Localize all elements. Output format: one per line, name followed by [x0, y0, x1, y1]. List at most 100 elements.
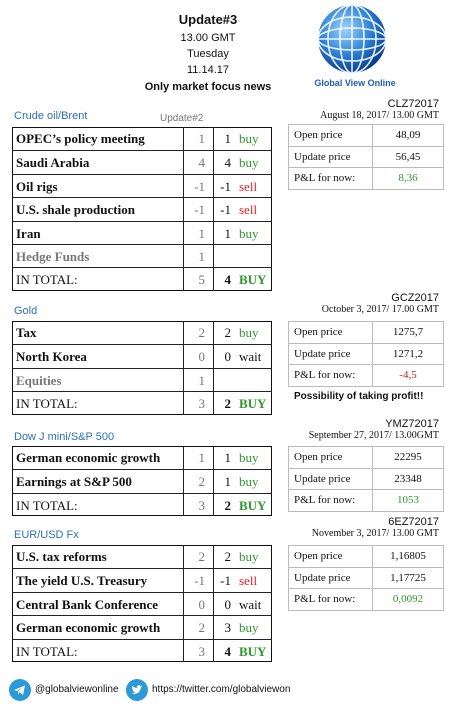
table-frame [12, 127, 272, 291]
prev-score: -1 [183, 568, 213, 592]
table-frame [12, 545, 272, 662]
signal: BUY [235, 638, 272, 662]
now-score: 1 [213, 469, 235, 493]
price-value: 22295 [372, 446, 444, 469]
row-name: North Korea [12, 344, 183, 367]
signal: BUY [235, 492, 272, 516]
now-score: 4 [213, 267, 235, 291]
twitter-url: https://twitter.com/globalviewon [152, 684, 291, 695]
row-name: Hedge Funds [12, 244, 183, 267]
price-value: 8,36 [372, 167, 444, 190]
section-note: Update#2 [160, 113, 204, 124]
timestamp: September 27, 2017/ 13.00GMT [308, 430, 439, 441]
prev-score: 1 [183, 367, 213, 392]
title: Update#3 [178, 12, 238, 27]
signal: buy [239, 549, 259, 564]
row-name: U.S. tax reforms [16, 549, 107, 564]
now-score: 0 [213, 344, 235, 368]
tagline: Only market focus news [144, 81, 272, 93]
row-name: German economic growth [16, 450, 161, 465]
prev-score: -1 [183, 173, 213, 198]
price-label: Update price [288, 566, 373, 589]
day: Tuesday [187, 48, 229, 60]
signal: wait [235, 591, 272, 615]
signal: sell [235, 568, 272, 591]
row-name: The yield U.S. Treasury [12, 568, 183, 591]
price-label: Open price [288, 124, 373, 147]
now-score: 0 [213, 591, 235, 616]
price-label: Open price [288, 321, 373, 344]
signal: buy [235, 150, 272, 173]
price-value: 1,16805 [372, 545, 444, 568]
prev-score: 3 [183, 492, 213, 517]
prev-score: 0 [183, 344, 213, 368]
signal: sell [235, 197, 272, 220]
section-name: Gold [14, 305, 38, 317]
logo-globe [317, 4, 387, 74]
signal: buy [235, 469, 272, 492]
prev-score: 2 [183, 321, 213, 345]
signal: buy [235, 220, 272, 244]
prev-score: 2 [183, 615, 213, 639]
row-name: IN TOTAL: [12, 638, 183, 662]
price-value: 48,09 [372, 124, 444, 147]
price-label: Open price [288, 545, 373, 568]
now-score: 4 [213, 150, 235, 174]
price-value: 0,0092 [372, 588, 444, 611]
prev-score: 2 [183, 545, 213, 569]
price-value: 1053 [372, 489, 444, 512]
price-label: P&L for now: [288, 588, 373, 611]
prev-score: -1 [183, 197, 213, 221]
logo-text: Global View Online [314, 78, 396, 88]
now-score: 2 [213, 321, 235, 345]
row-name: U.S. shale production [12, 197, 183, 220]
date: 11.14.17 [186, 64, 229, 76]
row-name: IN TOTAL: [12, 492, 183, 516]
price-label: P&L for now: [288, 364, 373, 387]
row-name: Oil rigs [12, 173, 183, 197]
now-score: 3 [213, 615, 235, 639]
signal: buy [239, 450, 259, 465]
now-score: -1 [213, 173, 235, 198]
signal: sell [235, 173, 272, 197]
timestamp: August 18, 2017/ 13.00 GMT [320, 110, 439, 121]
row-name: Saudi Arabia [12, 150, 183, 173]
price-value: 1275,7 [372, 321, 444, 344]
section-name: Dow J mini/S&P 500 [14, 431, 115, 443]
prev-score: 3 [183, 391, 213, 415]
row-name: IN TOTAL: [12, 267, 183, 290]
price-label: Update price [288, 342, 373, 365]
contract: 6EZ72017 [388, 516, 439, 528]
now-score: 1 [213, 127, 235, 151]
price-value: 1,17725 [372, 566, 444, 589]
signal: buy [235, 615, 272, 638]
prev-score: 1 [183, 244, 213, 268]
comment: Possibility of taking profit!! [294, 391, 424, 402]
row-name: Iran [12, 220, 183, 244]
now-score [213, 367, 235, 392]
signal: buy [239, 131, 259, 146]
row-name: Central Bank Conference [12, 591, 183, 615]
price-label: Open price [288, 446, 373, 469]
timestamp: November 3, 2017/ 13.00 GMT [311, 528, 439, 539]
prev-score: 3 [183, 638, 213, 662]
prev-score: 0 [183, 591, 213, 616]
price-value: 23348 [372, 467, 444, 490]
now-score: 2 [213, 545, 235, 569]
now-score: 1 [213, 220, 235, 244]
now-score: 2 [213, 391, 235, 415]
prev-score: 2 [183, 469, 213, 493]
price-value: 1271,2 [372, 342, 444, 365]
price-label: Update price [288, 467, 373, 490]
table-frame [12, 446, 272, 517]
prev-score: 4 [183, 150, 213, 174]
price-label: P&L for now: [288, 489, 373, 512]
prev-score: 1 [183, 127, 213, 151]
prev-score: 1 [183, 220, 213, 244]
now-score: 4 [213, 638, 235, 662]
telegram-icon [9, 679, 31, 701]
signal [235, 367, 272, 391]
contract: GCZ2017 [391, 292, 439, 304]
section-name: EUR/USD Fx [14, 529, 79, 541]
